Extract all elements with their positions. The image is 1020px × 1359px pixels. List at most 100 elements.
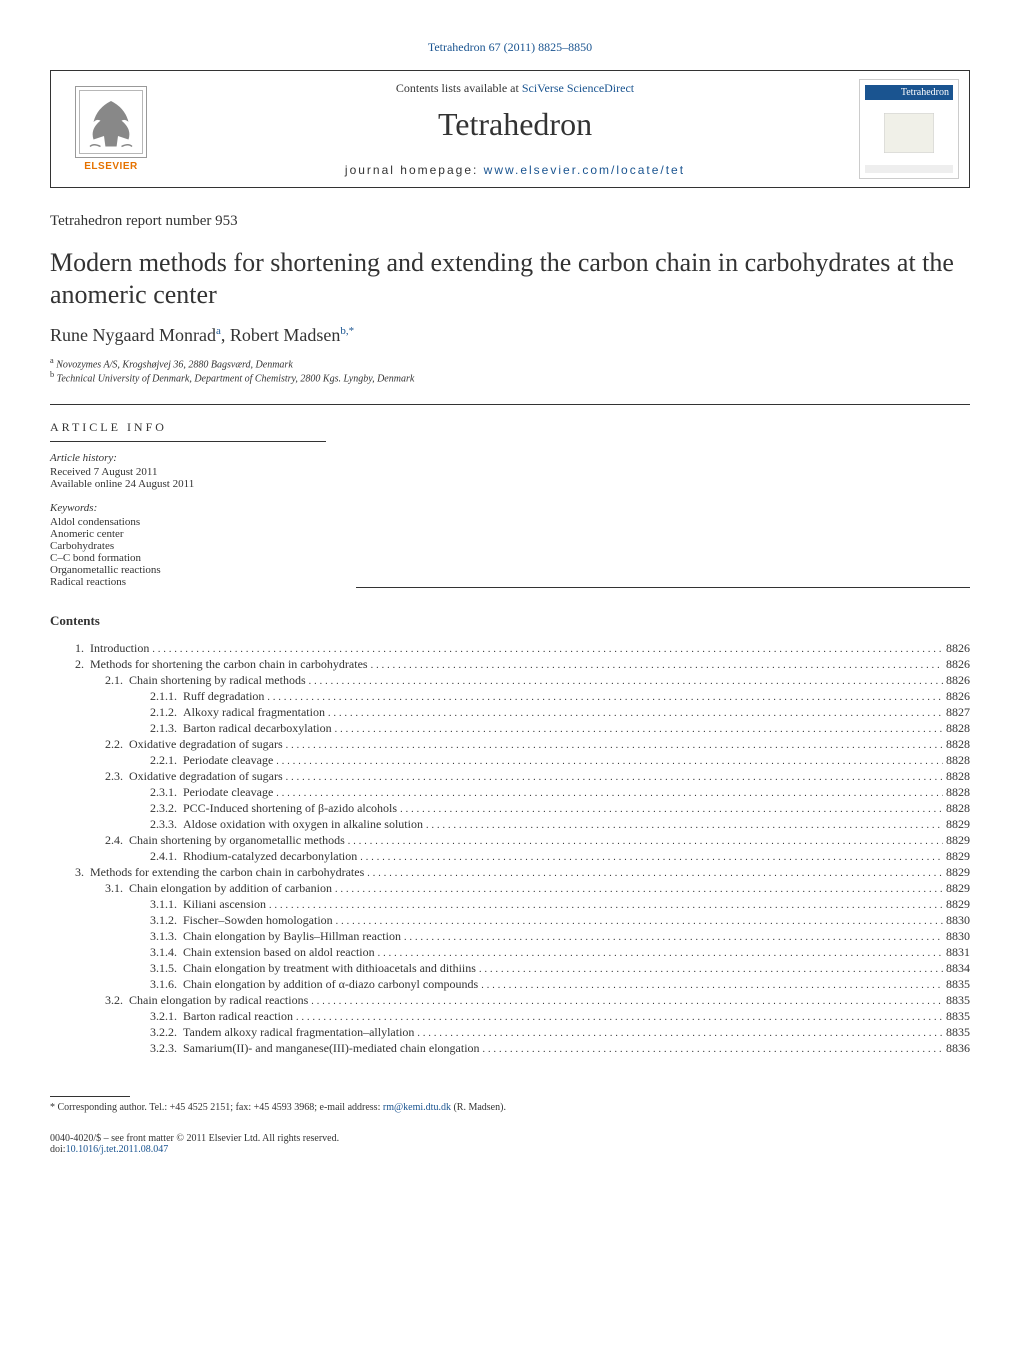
keyword-item: C–C bond formation xyxy=(50,552,326,564)
toc-page: 8835 xyxy=(946,1009,970,1024)
toc-page: 8826 xyxy=(946,689,970,704)
toc-line[interactable]: 3.2.Chain elongation by radical reaction… xyxy=(50,993,970,1008)
toc-line[interactable]: 2.1.2.Alkoxy radical fragmentation .....… xyxy=(50,705,970,720)
toc-line[interactable]: 2.4.1.Rhodium-catalyzed decarbonylation … xyxy=(50,849,970,864)
report-number: Tetrahedron report number 953 xyxy=(50,213,970,230)
toc-line[interactable]: 3. Methods for extending the carbon chain… xyxy=(50,865,970,880)
homepage-link[interactable]: www.elsevier.com/locate/tet xyxy=(484,163,685,177)
toc-page: 8828 xyxy=(946,721,970,736)
toc-line[interactable]: 3.1.3. Chain elongation by Baylis–Hillman… xyxy=(50,929,970,944)
toc-title: Tandem alkoxy radical fragmentation–ally… xyxy=(183,1025,414,1040)
toc-title: Chain elongation by addition of α-diazo … xyxy=(183,977,478,992)
sciencedirect-link[interactable]: SciVerse ScienceDirect xyxy=(522,81,634,95)
citation-link[interactable]: Tetrahedron 67 (2011) 8825–8850 xyxy=(50,40,970,55)
toc-title: Methods for extending the carbon chain i… xyxy=(90,865,364,880)
toc-title: Chain elongation by treatment with dithi… xyxy=(183,961,476,976)
journal-cover-icon[interactable]: Tetrahedron xyxy=(859,79,959,179)
toc-page: 8834 xyxy=(946,961,970,976)
publisher-name: ELSEVIER xyxy=(84,161,137,172)
toc-line[interactable]: 2.Methods for shortening the carbon chai… xyxy=(50,657,970,672)
toc-title: Introduction xyxy=(90,641,149,656)
toc-line[interactable]: 3.1.5.Chain elongation by treatment with… xyxy=(50,961,970,976)
doi-link[interactable]: 10.1016/j.tet.2011.08.047 xyxy=(66,1144,169,1155)
toc-page: 8826 xyxy=(946,657,970,672)
toc-line[interactable]: 3.1.2.Fischer–Sowden homologation ......… xyxy=(50,913,970,928)
toc-title: Oxidative degradation of sugars xyxy=(129,737,283,752)
toc-title: Periodate cleavage xyxy=(183,785,273,800)
toc-line[interactable]: 2.1.1. Ruff degradation .................… xyxy=(50,689,970,704)
toc-line[interactable]: 1.Introduction .........................… xyxy=(50,641,970,656)
toc-dots: ........................................… xyxy=(269,900,943,911)
toc-num: 2.1.1. xyxy=(150,689,177,704)
toc-num: 3.1. xyxy=(105,881,123,896)
keyword-item: Radical reactions xyxy=(50,576,326,588)
toc-num: 2.2.1. xyxy=(150,753,177,768)
toc-num: 3. xyxy=(75,865,84,880)
author-1: Rune Nygaard Monrada xyxy=(50,325,221,345)
toc-line[interactable]: 3.2.2.Tandem alkoxy radical fragmentatio… xyxy=(50,1025,970,1040)
toc-title: Barton radical reaction xyxy=(183,1009,293,1024)
toc-dots: ........................................… xyxy=(335,724,943,735)
tetrahedron-icon xyxy=(884,113,934,153)
toc-dots: ........................................… xyxy=(348,836,943,847)
contents-available: Contents lists available at SciVerse Sci… xyxy=(171,81,859,96)
toc-title: Chain elongation by addition of carbanio… xyxy=(129,881,332,896)
toc-line[interactable]: 2.3.3.Aldose oxidation with oxygen in al… xyxy=(50,817,970,832)
toc-line[interactable]: 3.1.1.Kiliani ascension ................… xyxy=(50,897,970,912)
toc-num: 2.4. xyxy=(105,833,123,848)
toc-num: 2.3.2. xyxy=(150,801,177,816)
contents-prefix: Contents lists available at xyxy=(396,81,522,95)
toc-title: PCC-Induced shortening of β-azido alcoho… xyxy=(183,801,397,816)
article-info: ARTICLE INFO Article history: Received 7… xyxy=(50,420,326,588)
toc-title: Periodate cleavage xyxy=(183,753,273,768)
toc-line[interactable]: 2.3.1.Periodate cleavage ...............… xyxy=(50,785,970,800)
toc-line[interactable]: 3.1.6.Chain elongation by addition of α-… xyxy=(50,977,970,992)
toc-line[interactable]: 2.4.Chain shortening by organometallic m… xyxy=(50,833,970,848)
available-date: Available online 24 August 2011 xyxy=(50,478,326,490)
toc-num: 3.2.1. xyxy=(150,1009,177,1024)
toc-dots: ........................................… xyxy=(336,916,943,927)
toc-dots: ........................................… xyxy=(378,948,943,959)
toc-page: 8828 xyxy=(946,785,970,800)
article-title: Modern methods for shortening and extend… xyxy=(50,247,970,309)
toc-line[interactable]: 2.1.Chain shortening by radical methods … xyxy=(50,673,970,688)
toc-page: 8835 xyxy=(946,977,970,992)
elsevier-logo[interactable]: ELSEVIER xyxy=(51,79,171,179)
toc-num: 2. xyxy=(75,657,84,672)
toc-title: Samarium(II)- and manganese(III)-mediate… xyxy=(183,1041,480,1056)
toc-dots: ........................................… xyxy=(400,804,943,815)
toc-title: Oxidative degradation of sugars xyxy=(129,769,283,784)
toc-page: 8829 xyxy=(946,897,970,912)
toc-title: Ruff degradation xyxy=(183,689,264,704)
toc-dots: ........................................… xyxy=(276,756,943,767)
affiliation-b: b Technical University of Denmark, Depar… xyxy=(50,370,970,384)
toc-dots: ........................................… xyxy=(483,1044,943,1055)
toc-line[interactable]: 3.1. Chain elongation by addition of carb… xyxy=(50,881,970,896)
toc-dots: ........................................… xyxy=(328,708,943,719)
toc-num: 3.1.3. xyxy=(150,929,177,944)
journal-name: Tetrahedron xyxy=(171,106,859,143)
toc-title: Rhodium-catalyzed decarbonylation xyxy=(183,849,357,864)
toc-dots: ........................................… xyxy=(267,692,943,703)
authors: Rune Nygaard Monrada, Robert Madsenb,* xyxy=(50,325,970,346)
toc-title: Kiliani ascension xyxy=(183,897,266,912)
toc-dots: ........................................… xyxy=(479,964,943,975)
toc-dots: ........................................… xyxy=(335,884,943,895)
toc-line[interactable]: 2.1.3.Barton radical decarboxylation ...… xyxy=(50,721,970,736)
affiliation-a: a Novozymes A/S, Krogshøjvej 36, 2880 Ba… xyxy=(50,356,970,370)
toc-page: 8828 xyxy=(946,801,970,816)
toc-title: Chain elongation by Baylis–Hillman react… xyxy=(183,929,401,944)
toc-num: 2.1.3. xyxy=(150,721,177,736)
toc-line[interactable]: 3.1.4.Chain extension based on aldol rea… xyxy=(50,945,970,960)
toc-line[interactable]: 2.2.Oxidative degradation of sugars ....… xyxy=(50,737,970,752)
toc-line[interactable]: 3.2.1.Barton radical reaction ..........… xyxy=(50,1009,970,1024)
homepage-label: journal homepage: xyxy=(345,163,484,177)
toc-line[interactable]: 3.2.3.Samarium(II)- and manganese(III)-m… xyxy=(50,1041,970,1056)
keyword-item: Aldol condensations xyxy=(50,516,326,528)
doi-line: doi:10.1016/j.tet.2011.08.047 xyxy=(50,1144,970,1155)
toc-line[interactable]: 2.3.Oxidative degradation of sugars ....… xyxy=(50,769,970,784)
toc-line[interactable]: 2.2.1. Periodate cleavage ...............… xyxy=(50,753,970,768)
toc-line[interactable]: 2.3.2. PCC-Induced shortening of β-azido … xyxy=(50,801,970,816)
toc-num: 2.3.1. xyxy=(150,785,177,800)
corresponding-email-link[interactable]: rm@kemi.dtu.dk xyxy=(383,1102,451,1113)
